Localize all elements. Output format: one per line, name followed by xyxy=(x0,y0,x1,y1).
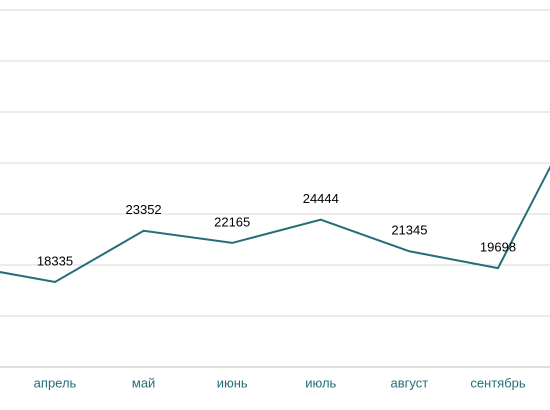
data-label: 23352 xyxy=(126,202,162,217)
line xyxy=(0,165,550,284)
x-tick-label: апрель xyxy=(34,375,77,390)
data-label: 19698 xyxy=(480,240,516,255)
data-label: 22165 xyxy=(214,214,250,229)
data-label: 24444 xyxy=(303,191,339,206)
x-tick-label: июль xyxy=(305,375,336,390)
x-tick-label: май xyxy=(132,375,155,390)
x-tick-label: сентябрь xyxy=(470,375,526,390)
x-tick-label: июнь xyxy=(217,375,248,390)
x-tick-label: август xyxy=(391,375,429,390)
data-label: 18335 xyxy=(37,253,73,268)
data-label: 21345 xyxy=(391,223,427,238)
